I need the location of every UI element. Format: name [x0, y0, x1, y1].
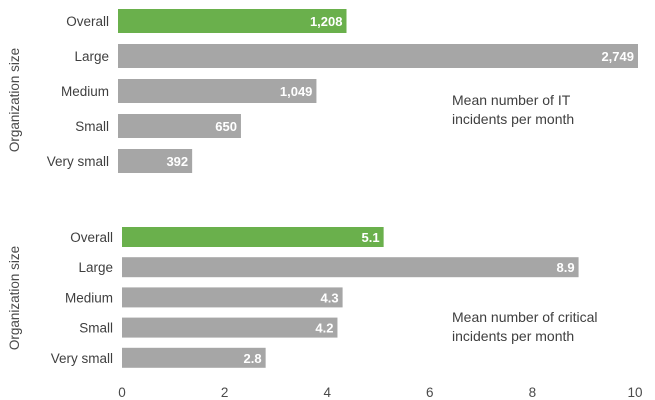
category-label: Very small [51, 351, 113, 366]
y-axis-title: Organization size [7, 48, 22, 152]
bar [118, 149, 193, 173]
critical-incidents-panel: Organization size Overall 5.1 Large 8.9 Mediu… [7, 227, 643, 400]
bar [122, 257, 579, 278]
bar [118, 114, 241, 138]
value-label: 2.8 [244, 351, 262, 366]
bar [118, 79, 317, 103]
value-label: 1,049 [280, 84, 313, 99]
annotation-line: Mean number of critical [452, 309, 598, 325]
annotation-line: incidents per month [452, 328, 574, 344]
x-tick-label: 10 [627, 385, 642, 400]
y-axis-title: Organization size [7, 246, 22, 350]
bar [122, 347, 266, 368]
x-tick-label: 6 [426, 385, 434, 400]
x-tick-label: 4 [323, 385, 331, 400]
category-label: Very small [47, 154, 109, 169]
category-label: Medium [61, 84, 109, 99]
value-label: 650 [215, 119, 237, 134]
value-label: 5.1 [362, 230, 380, 245]
bar [122, 317, 338, 338]
value-label: 4.2 [315, 321, 333, 336]
bar [118, 44, 638, 68]
bar [122, 287, 343, 308]
value-label: 392 [166, 154, 188, 169]
annotation-line: Mean number of IT [452, 92, 571, 108]
annotation-text: Mean number of critical incidents per mon… [452, 309, 598, 344]
x-tick-label: 0 [118, 385, 126, 400]
category-label: Medium [65, 290, 113, 305]
it-incidents-panel: Organization size Overall 1,208 Large 2,749 M… [7, 9, 638, 173]
category-label: Large [74, 49, 109, 64]
value-label: 2,749 [601, 49, 634, 64]
annotation-line: incidents per month [452, 111, 574, 127]
annotation-text: Mean number of IT incidents per month [452, 92, 574, 127]
category-label: Small [79, 321, 113, 336]
value-label: 4.3 [321, 290, 339, 305]
category-label: Overall [66, 14, 109, 29]
value-label: 8.9 [556, 260, 574, 275]
category-label: Small [75, 119, 109, 134]
category-label: Overall [70, 230, 113, 245]
bar [118, 9, 347, 33]
category-label: Large [78, 260, 113, 275]
value-label: 1,208 [310, 14, 343, 29]
x-tick-label: 2 [221, 385, 229, 400]
x-tick-label: 8 [529, 385, 537, 400]
bar [122, 227, 384, 247]
